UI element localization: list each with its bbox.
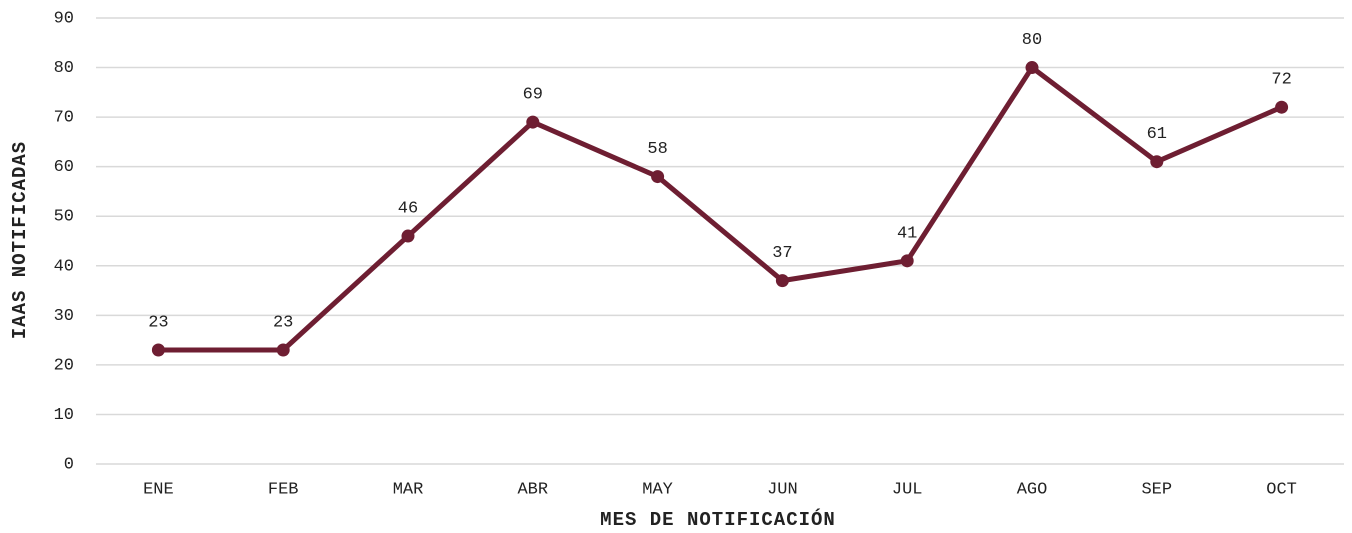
y-tick-label: 0 xyxy=(64,455,74,474)
y-tick-label: 60 xyxy=(54,158,74,177)
data-line xyxy=(158,65,1283,353)
y-tick-label: 90 xyxy=(54,9,74,28)
x-tick-label: OCT xyxy=(1266,480,1297,499)
y-axis-title: IAAS NOTIFICADAS xyxy=(9,141,31,339)
data-label: 41 xyxy=(897,224,917,243)
data-point xyxy=(651,170,665,184)
y-tick-label: 30 xyxy=(54,307,74,326)
data-point xyxy=(775,274,789,288)
data-label: 58 xyxy=(647,140,667,159)
x-tick-label: SEP xyxy=(1141,480,1172,499)
x-tick-label: AGO xyxy=(1017,480,1048,499)
x-tick-label: MAY xyxy=(642,480,673,499)
data-label: 80 xyxy=(1022,31,1042,50)
y-tick-label: 10 xyxy=(54,406,74,425)
y-tick-label: 20 xyxy=(54,356,74,375)
y-tick-label: 40 xyxy=(54,257,74,276)
data-label: 72 xyxy=(1271,71,1291,90)
y-tick-label: 50 xyxy=(54,208,74,227)
x-axis-title: MES DE NOTIFICACIÓN xyxy=(600,509,836,531)
data-point xyxy=(401,229,415,243)
data-point xyxy=(151,343,165,357)
data-label: 23 xyxy=(273,314,293,333)
y-tick-label: 70 xyxy=(54,109,74,128)
x-tick-label: JUN xyxy=(767,480,798,499)
data-point xyxy=(1150,155,1164,169)
data-label: 37 xyxy=(772,244,792,263)
data-point xyxy=(1275,100,1289,114)
data-point xyxy=(900,254,914,268)
x-tick-label: JUL xyxy=(892,480,923,499)
data-label: 61 xyxy=(1147,125,1167,144)
y-tick-label: 80 xyxy=(54,59,74,78)
x-tick-label: FEB xyxy=(268,480,299,499)
data-label: 23 xyxy=(148,314,168,333)
data-point xyxy=(526,115,540,129)
data-point xyxy=(1025,61,1039,75)
data-point xyxy=(276,343,290,357)
data-label: 46 xyxy=(398,200,418,219)
x-tick-label: ENE xyxy=(143,480,174,499)
data-label: 69 xyxy=(523,86,543,105)
x-tick-label: ABR xyxy=(517,480,548,499)
x-tick-label: MAR xyxy=(393,480,424,499)
